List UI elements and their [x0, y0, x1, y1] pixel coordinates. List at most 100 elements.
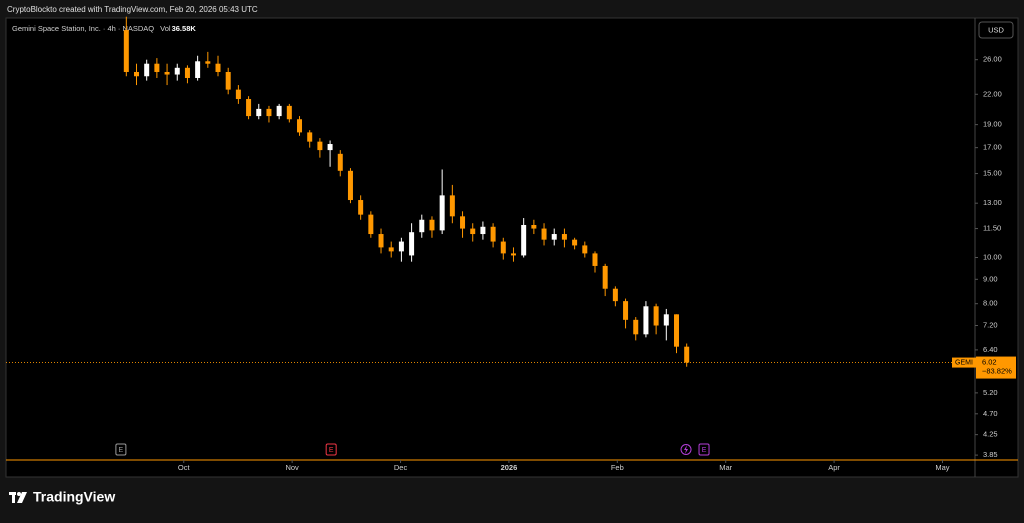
candle — [195, 55, 201, 81]
candle-body — [297, 119, 303, 133]
candle-body — [460, 216, 466, 229]
candle-body — [500, 241, 506, 254]
candle — [551, 228, 557, 246]
candle — [134, 63, 140, 86]
candle-body — [398, 241, 404, 252]
candle-body — [225, 71, 231, 90]
candle — [286, 103, 292, 123]
candle-body — [164, 71, 170, 75]
x-tick-label: Feb — [611, 463, 624, 472]
event-marker — [698, 443, 710, 456]
x-tick-label: 2026 — [501, 463, 518, 472]
currency-button[interactable] — [978, 21, 1014, 39]
candle — [521, 218, 527, 258]
candle — [378, 228, 384, 254]
candle-body — [623, 301, 629, 320]
y-tick-label: 4.70 — [983, 409, 998, 418]
candle — [164, 63, 170, 86]
event-label: E — [702, 447, 707, 454]
currency-label[interactable]: USD — [988, 25, 1004, 34]
x-tick-label: Mar — [719, 463, 732, 472]
x-tick-label: Apr — [828, 463, 840, 472]
candle-body — [154, 63, 160, 72]
candles — [123, 16, 690, 367]
event-icon — [680, 444, 692, 455]
candle-body — [409, 232, 415, 256]
candle-body — [327, 144, 333, 151]
candle — [470, 223, 476, 242]
event-marker — [115, 443, 127, 456]
candle — [419, 214, 425, 238]
candle — [653, 303, 659, 335]
candle-body — [449, 195, 455, 217]
candle-body — [633, 319, 639, 335]
candle — [684, 343, 690, 367]
candle-body — [531, 224, 537, 229]
event-icon-bolt — [684, 445, 689, 454]
candle-body — [673, 314, 679, 347]
price-badge-change: −83.82% — [982, 367, 1012, 376]
candle-body — [684, 346, 690, 363]
candle — [663, 308, 669, 341]
candle — [256, 103, 262, 120]
candle-body — [551, 234, 557, 240]
candle — [633, 317, 639, 341]
candle-body — [388, 247, 394, 252]
candle-body — [572, 239, 578, 246]
x-tick-label: Nov — [285, 463, 299, 472]
candle — [144, 59, 150, 81]
candle-body — [358, 200, 364, 215]
y-tick-label: 5.20 — [983, 388, 998, 397]
candle — [541, 223, 547, 246]
x-tick-label: Dec — [394, 463, 408, 472]
candle — [673, 314, 679, 354]
candle — [572, 237, 578, 250]
candle — [398, 237, 404, 262]
candle-body — [521, 224, 527, 256]
y-tick-label: 17.00 — [983, 143, 1002, 152]
candle-body — [205, 61, 211, 64]
y-tick-label: 6.40 — [983, 345, 998, 354]
candle — [327, 140, 333, 167]
candle — [215, 55, 221, 77]
candle-body — [602, 265, 608, 289]
x-tick-label: Oct — [178, 463, 191, 472]
candle — [643, 301, 649, 338]
candle-body — [368, 214, 374, 235]
y-tick-label: 7.20 — [983, 320, 998, 329]
candle-body — [195, 61, 201, 78]
y-tick-label: 10.00 — [983, 252, 1002, 261]
candle — [500, 237, 506, 260]
event-label: E — [329, 447, 334, 454]
symbol-title: Gemini Space Station, Inc. · 4h · NASDAQ — [12, 24, 154, 33]
price-badge — [976, 356, 1016, 379]
candle — [582, 241, 588, 258]
candle-body — [246, 99, 252, 117]
candle — [154, 58, 160, 78]
volume-value: 36.58K — [172, 24, 197, 33]
y-tick-label: 8.00 — [983, 299, 998, 308]
y-tick-label: 19.00 — [983, 120, 1002, 129]
candle — [561, 228, 567, 248]
candle — [174, 63, 180, 81]
y-tick-label: 26.00 — [983, 55, 1002, 64]
candle-body — [419, 219, 425, 233]
candle-body — [347, 170, 353, 201]
candle-body — [307, 132, 313, 142]
price-badge-value: 6.02 — [982, 358, 997, 367]
candle-body — [286, 105, 292, 120]
candle-body — [470, 228, 476, 235]
candle — [612, 286, 618, 307]
candle-body — [337, 153, 343, 171]
candle-body — [480, 226, 486, 235]
candle-body — [490, 226, 496, 242]
y-tick-label: 3.85 — [983, 450, 998, 459]
y-tick-label: 13.00 — [983, 198, 1002, 207]
candle — [490, 223, 496, 248]
candle-body — [653, 306, 659, 326]
y-tick-label: 15.00 — [983, 169, 1002, 178]
volume-prefix: Vol — [160, 24, 171, 33]
candle-body — [429, 219, 435, 231]
candle-body — [174, 67, 180, 75]
y-tick-label: 4.25 — [983, 430, 998, 439]
